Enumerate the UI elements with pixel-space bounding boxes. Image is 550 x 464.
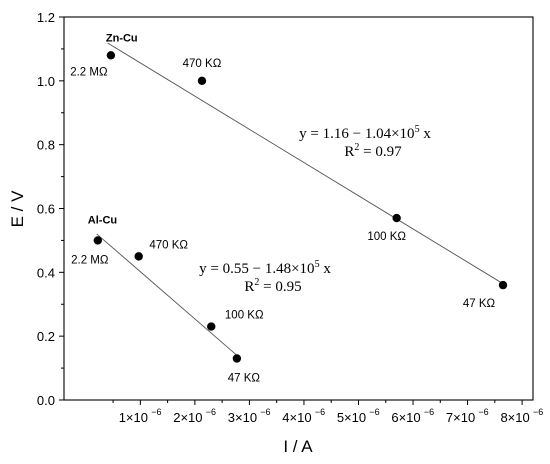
x-tick-label: 6×10 bbox=[391, 410, 420, 425]
y-axis-title: E / V bbox=[8, 190, 27, 228]
point-label: 2.2 MΩ bbox=[70, 66, 108, 78]
fit-r-squared: R2 = 0.97 bbox=[344, 142, 402, 160]
x-tick-exponent: −6 bbox=[533, 407, 543, 417]
x-tick-exponent: −6 bbox=[151, 407, 161, 417]
fit-equation: y = 1.16 − 1.04×105 x bbox=[299, 124, 431, 142]
data-point bbox=[134, 252, 143, 261]
y-tick-label: 0.2 bbox=[37, 329, 55, 344]
y-tick-label: 0.8 bbox=[37, 138, 55, 153]
x-tick-exponent: −6 bbox=[424, 407, 434, 417]
x-tick-exponent: −6 bbox=[260, 407, 270, 417]
data-points bbox=[93, 51, 508, 363]
data-point bbox=[232, 354, 242, 363]
data-point bbox=[207, 322, 216, 331]
y-axis: 0.0 0.2 0.4 0.6 0.8 1.0 1.2 bbox=[37, 10, 64, 408]
series-label: Zn-Cu bbox=[106, 32, 138, 44]
x-tick-label: 4×10 bbox=[282, 410, 311, 425]
series-label: Al-Cu bbox=[88, 214, 117, 226]
y-tick-label: 1.0 bbox=[37, 74, 55, 89]
x-tick-label: 8×10 bbox=[500, 410, 529, 425]
data-point bbox=[197, 76, 207, 86]
y-tick-label: 0.4 bbox=[37, 265, 55, 280]
fit-line bbox=[96, 233, 238, 356]
x-tick-exponent: −6 bbox=[369, 407, 379, 417]
x-tick-exponent: −6 bbox=[206, 407, 216, 417]
point-label: 47 KΩ bbox=[228, 373, 261, 385]
annotations: 2.2 MΩ 470 KΩ 100 KΩ 47 KΩ Zn-Cu y = 1.16 − 1… bbox=[70, 32, 495, 384]
data-point bbox=[93, 236, 103, 245]
x-tick-exponent: −6 bbox=[315, 407, 325, 417]
point-label: 100 KΩ bbox=[225, 310, 264, 322]
point-label: 470 KΩ bbox=[149, 239, 188, 251]
point-label: 2.2 MΩ bbox=[71, 254, 109, 266]
x-tick-label: 3×10 bbox=[228, 410, 257, 425]
x-tick-label: 2×10 bbox=[173, 410, 202, 425]
x-axis-title: I / A bbox=[283, 437, 313, 456]
y-tick-label: 0.0 bbox=[37, 393, 55, 408]
fit-lines bbox=[96, 42, 504, 356]
point-label: 47 KΩ bbox=[463, 298, 496, 310]
data-point bbox=[106, 51, 116, 60]
data-point bbox=[498, 280, 508, 290]
fit-line bbox=[107, 42, 504, 285]
x-axis: 1×10 −6 2×10 −6 3×10 −6 4×10 −6 5×10 −6 6×10 −6 7×10… bbox=[112, 400, 543, 425]
fit-r-squared: R2 = 0.95 bbox=[244, 277, 301, 295]
data-point bbox=[392, 213, 401, 223]
x-tick-exponent: −6 bbox=[478, 407, 488, 417]
x-tick-label: 5×10 bbox=[337, 410, 366, 425]
point-label: 470 KΩ bbox=[183, 58, 222, 70]
point-label: 100 KΩ bbox=[367, 231, 406, 243]
plot-frame bbox=[63, 16, 534, 401]
x-tick-label: 1×10 bbox=[119, 410, 148, 425]
x-tick-label: 7×10 bbox=[446, 410, 475, 425]
y-tick-label: 1.2 bbox=[37, 10, 55, 25]
fit-equation: y = 0.55 − 1.48×105 x bbox=[199, 259, 331, 277]
y-tick-label: 0.6 bbox=[37, 202, 55, 217]
